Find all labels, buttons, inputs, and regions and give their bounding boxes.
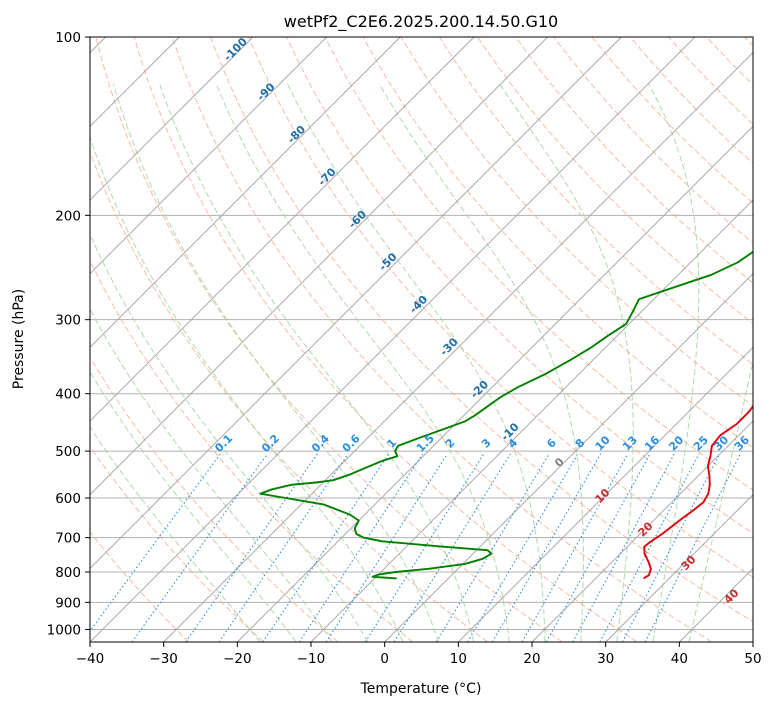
x-tick-label: 20 — [523, 651, 540, 667]
y-tick-label: 400 — [55, 387, 81, 403]
dry-adiabats — [90, 37, 753, 642]
x-tick-label: 50 — [744, 651, 761, 667]
moist-adiabat — [159, 83, 475, 642]
moist-adiabat — [378, 83, 584, 642]
pressure-gridlines — [90, 37, 753, 630]
x-tick-label: −10 — [297, 651, 326, 667]
y-axis-label: Pressure (hPa) — [11, 289, 27, 389]
dry-adiabat — [133, 37, 638, 642]
x-tick-label: −30 — [149, 651, 178, 667]
skewed-isotherm — [90, 37, 327, 275]
mixing-ratio-line — [521, 453, 629, 642]
skewed-isotherm — [310, 199, 753, 642]
mixing-ratio-line — [435, 453, 550, 642]
moist-adiabat — [90, 135, 404, 642]
x-tick-label: −40 — [76, 651, 105, 667]
moist-adiabat — [287, 83, 546, 642]
skewed-isotherm — [90, 37, 401, 348]
skewed-isotherm — [384, 273, 753, 642]
dry-adiabat — [324, 37, 753, 491]
x-tick-label: 30 — [597, 651, 614, 667]
skewed-isotherm — [458, 346, 753, 642]
mixing-ratio-line — [262, 453, 390, 642]
skewed-isotherm — [531, 420, 753, 642]
moist-adiabat — [90, 232, 369, 642]
x-tick-label: −20 — [223, 651, 252, 667]
moist-adiabats — [90, 83, 753, 642]
mixing-ratio-line — [599, 453, 700, 642]
dry-adiabat — [90, 150, 488, 642]
y-axis-ticks: 100 200 300 400 500 600 700 800 900 1000 — [47, 30, 90, 638]
y-tick-label: 900 — [55, 595, 81, 611]
dry-adiabat — [210, 37, 753, 623]
temperature-profile-line — [643, 404, 753, 580]
dry-adiabat — [248, 37, 753, 578]
skewed-isotherm — [90, 37, 696, 642]
mixing-ratio-line — [491, 453, 602, 642]
y-tick-label: 1000 — [47, 622, 81, 638]
moist-adiabat — [215, 83, 510, 642]
x-tick-label: 40 — [671, 651, 688, 667]
mixing-ratio-line — [131, 453, 268, 642]
y-tick-label: 700 — [55, 531, 81, 547]
y-tick-label: 500 — [55, 444, 81, 460]
x-tick-label: 10 — [450, 651, 467, 667]
skewed-isotherm — [90, 37, 475, 422]
skewed-isotherm — [90, 37, 622, 569]
dry-adiabat — [629, 37, 753, 165]
x-tick-label: 0 — [380, 651, 389, 667]
moist-adiabat — [688, 358, 753, 642]
skewed-isotherm — [605, 494, 753, 642]
mixing-ratio-line — [298, 453, 424, 642]
skewed-isotherm — [90, 37, 548, 496]
mixing-ratio-line — [393, 453, 511, 642]
moist-adiabat — [90, 308, 333, 642]
moist-adiabat — [90, 370, 297, 642]
skewed-isotherm — [237, 125, 753, 642]
dry-adiabat — [90, 531, 190, 642]
mixing-ratio-line — [325, 453, 449, 642]
mixing-ratio-line — [364, 453, 485, 642]
dry-adiabat — [90, 356, 339, 642]
skewed-isotherms — [90, 37, 753, 642]
plot-frame — [89, 36, 754, 643]
y-tick-label: 200 — [55, 208, 81, 224]
y-tick-label: 100 — [55, 30, 81, 46]
moist-adiabat — [499, 83, 634, 642]
dry-adiabat — [95, 37, 563, 642]
moist-adiabat — [112, 83, 439, 642]
dry-adiabat — [591, 37, 753, 204]
mixing-ratio-lines — [90, 453, 741, 642]
dry-adiabat — [515, 37, 753, 284]
y-tick-label: 600 — [55, 491, 81, 507]
dry-adiabat — [90, 259, 414, 642]
sounding-profiles — [259, 250, 753, 580]
y-tick-label: 800 — [55, 565, 81, 581]
chart-title: wetPf2_C2E6.2025.200.14.50.G10 — [284, 12, 558, 32]
mixing-ratio-line — [621, 453, 721, 642]
skewed-isotherm — [163, 52, 753, 642]
dewpoint-profile-line — [259, 250, 753, 580]
mixing-ratio-line — [90, 453, 221, 632]
x-axis-label: Temperature (°C) — [360, 681, 482, 697]
skewed-isotherm — [90, 37, 254, 201]
dry-adiabat — [477, 37, 753, 325]
dry-adiabat — [400, 37, 753, 407]
dry-adiabat — [286, 37, 753, 534]
x-axis-ticks: −40 −30 −20 −10 0 10 20 30 40 50 — [76, 642, 762, 667]
dry-adiabat — [438, 37, 753, 366]
dry-adiabat — [553, 37, 753, 244]
plot-area — [90, 37, 753, 642]
y-tick-label: 300 — [55, 313, 81, 329]
moist-adiabat — [648, 83, 700, 642]
mixing-ratio-line — [467, 453, 579, 642]
